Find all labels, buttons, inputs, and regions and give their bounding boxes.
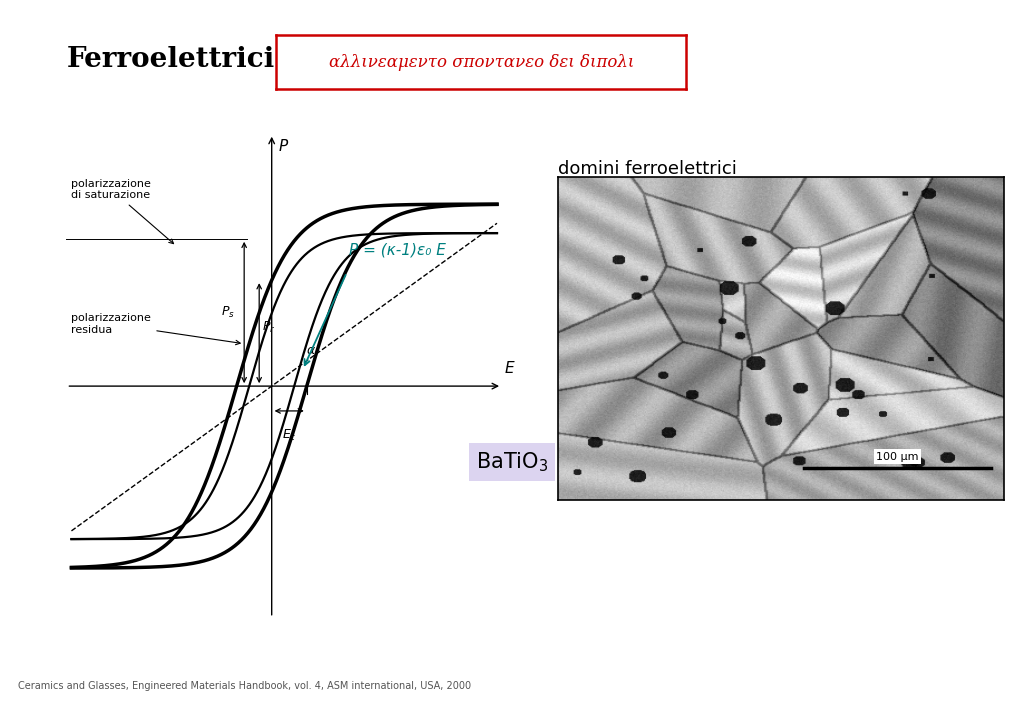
Text: αλλινεαμεντο σποντανεο δει διπολι: αλλινεαμεντο σποντανεο δει διπολι [329, 54, 634, 70]
Text: domini ferroelettrici: domini ferroelettrici [558, 160, 737, 177]
Text: $P_r$: $P_r$ [262, 320, 275, 335]
Text: $P_s$: $P_s$ [221, 305, 236, 320]
Text: P = (κ-1)ε₀ E: P = (κ-1)ε₀ E [349, 243, 446, 258]
Text: BaTiO$_3$: BaTiO$_3$ [476, 450, 548, 474]
Text: $E$: $E$ [505, 359, 516, 376]
Text: $E_c$: $E_c$ [282, 428, 297, 442]
Text: $P$: $P$ [278, 138, 289, 154]
Text: 100 μm: 100 μm [876, 452, 919, 462]
Text: Ceramics and Glasses, Engineered Materials Handbook, vol. 4, ASM international, : Ceramics and Glasses, Engineered Materia… [18, 681, 472, 691]
Text: $\alpha$: $\alpha$ [306, 344, 315, 357]
Text: Ferroelettrici: Ferroelettrici [67, 46, 274, 73]
Text: polarizzazione
di saturazione: polarizzazione di saturazione [72, 179, 173, 244]
Text: polarizzazione
residua: polarizzazione residua [72, 313, 241, 345]
